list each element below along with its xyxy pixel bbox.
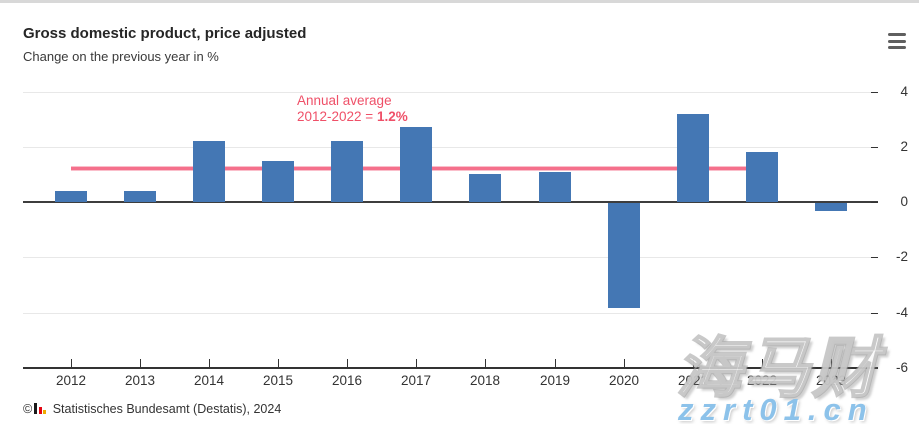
x-axis-tick	[693, 359, 694, 368]
bar-2018[interactable]	[469, 174, 501, 202]
x-axis-label: 2022	[746, 373, 778, 388]
x-axis-tick	[347, 359, 348, 368]
bar-2016[interactable]	[331, 141, 363, 202]
hamburger-bar	[888, 46, 906, 49]
x-axis-tick	[762, 359, 763, 368]
bar-2012[interactable]	[55, 191, 87, 202]
y-axis-tick	[871, 257, 878, 258]
y-axis-tick	[871, 313, 878, 314]
x-axis-label: 2020	[608, 373, 640, 388]
y-axis-label: -6	[895, 360, 908, 375]
y-axis-tick	[871, 202, 878, 203]
x-axis-tick	[278, 359, 279, 368]
bar-2019[interactable]	[539, 172, 571, 202]
y-axis-label: 2	[900, 139, 908, 154]
average-line-annotation: Annual average 2012-2022 = 1.2%	[297, 93, 408, 125]
copyright-symbol: ©	[23, 402, 33, 416]
x-axis-label: 2013	[124, 373, 156, 388]
x-axis-tick	[831, 359, 832, 368]
x-axis-tick	[624, 359, 625, 368]
gridline	[23, 313, 878, 314]
x-axis-tick	[209, 359, 210, 368]
x-axis-label: 2014	[193, 373, 225, 388]
y-axis-label: 4	[900, 84, 908, 99]
bar-2015[interactable]	[262, 161, 294, 202]
x-axis-tick	[416, 359, 417, 368]
bar-2013[interactable]	[124, 191, 156, 202]
y-axis-tick	[871, 147, 878, 148]
x-axis-tick	[485, 359, 486, 368]
zero-gridline	[23, 201, 878, 203]
annotation-line2: 2012-2022 = 1.2%	[297, 109, 408, 124]
hamburger-bar	[888, 39, 906, 43]
annotation-average-value: 1.2%	[376, 109, 408, 124]
bar-2020[interactable]	[608, 203, 640, 308]
x-axis-tick	[555, 359, 556, 368]
bar-2017[interactable]	[400, 127, 432, 202]
x-axis-label: 2017	[400, 373, 432, 388]
chart-subtitle: Change on the previous year in %	[23, 49, 219, 64]
gridline	[23, 92, 878, 93]
source-text: Statistisches Bundesamt (Destatis), 2024	[52, 402, 282, 416]
source-footer: © Statistisches Bundesamt (Destatis), 20…	[23, 402, 281, 416]
destatis-logo-icon	[34, 403, 47, 414]
bar-2014[interactable]	[193, 141, 225, 202]
x-axis-label: 2021	[677, 373, 709, 388]
x-axis-tick	[140, 359, 141, 368]
plot-area: Annual average 2012-2022 = 1.2% 4 2 0 -2 -4 -…	[0, 3, 919, 424]
hamburger-menu-icon[interactable]	[888, 33, 906, 51]
y-axis-label: -4	[895, 305, 908, 320]
y-axis-label: 0	[900, 194, 908, 209]
hamburger-bar	[888, 33, 906, 36]
gridline	[23, 147, 878, 148]
x-axis-tick	[71, 359, 72, 368]
y-axis-tick	[871, 92, 878, 93]
bar-2023[interactable]	[815, 203, 847, 211]
x-axis-label: 2016	[331, 373, 363, 388]
annotation-line1: Annual average	[297, 93, 392, 108]
x-axis-label: 2018	[469, 373, 501, 388]
x-axis-label: 2019	[539, 373, 571, 388]
y-axis-label: -2	[895, 249, 908, 264]
x-axis-label: 2023	[815, 373, 847, 388]
x-axis-label: 2012	[55, 373, 87, 388]
gridline	[23, 257, 878, 258]
bar-2021[interactable]	[677, 114, 709, 202]
bar-2022[interactable]	[746, 152, 778, 202]
chart-title: Gross domestic product, price adjusted	[23, 25, 307, 42]
x-axis-line	[23, 367, 878, 369]
x-axis-label: 2015	[262, 373, 294, 388]
